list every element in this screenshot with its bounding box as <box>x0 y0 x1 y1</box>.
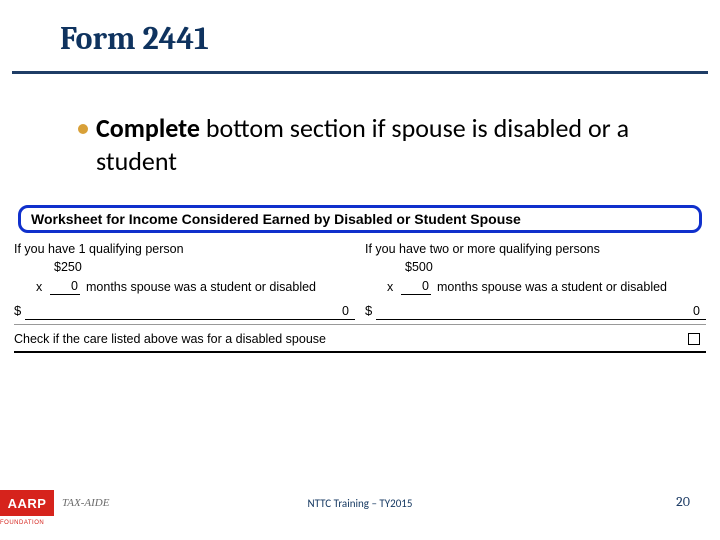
right-line3-rest: months spouse was a student or disabled <box>437 279 667 295</box>
check-text: Check if the care listed above was for a… <box>14 331 326 347</box>
worksheet-col-left: If you have 1 qualifying person $250 x 0… <box>14 241 355 295</box>
bullet-icon <box>78 124 88 134</box>
left-total: $ 0 <box>14 303 355 320</box>
bullet-strong: Complete <box>96 112 200 144</box>
footer-center-text: NTTC Training – TY2015 <box>308 497 413 510</box>
disabled-spouse-checkbox[interactable] <box>688 333 700 345</box>
right-amount: $500 <box>365 259 706 275</box>
left-line3-rest: months spouse was a student or disabled <box>86 279 316 295</box>
foundation-text: FOUNDATION <box>0 520 44 526</box>
aarp-logo: AARP FOUNDATION TAX-AIDE <box>0 490 109 516</box>
right-line1: If you have two or more qualifying perso… <box>365 241 706 257</box>
left-mult: x <box>36 279 50 295</box>
left-months-value: 0 <box>50 278 80 295</box>
slide-title: Form 2441 <box>0 20 720 71</box>
left-amount: $250 <box>14 259 355 275</box>
bullet-text: Complete bottom section if spouse is dis… <box>96 112 660 177</box>
thick-divider <box>14 351 706 353</box>
tax-aide-text: TAX-AIDE <box>62 497 109 509</box>
worksheet-heading-highlight: Worksheet for Income Considered Earned b… <box>18 205 702 233</box>
worksheet: Worksheet for Income Considered Earned b… <box>14 205 706 353</box>
right-total-value: 0 <box>376 303 706 320</box>
dollar-sign: $ <box>14 303 21 320</box>
page-number: 20 <box>676 493 690 510</box>
worksheet-col-right: If you have two or more qualifying perso… <box>365 241 706 295</box>
worksheet-heading: Worksheet for Income Considered Earned b… <box>31 211 689 227</box>
left-total-value: 0 <box>25 303 355 320</box>
right-months-value: 0 <box>401 278 431 295</box>
left-line1: If you have 1 qualifying person <box>14 241 355 257</box>
bullet-item: Complete bottom section if spouse is dis… <box>0 74 720 177</box>
dollar-sign: $ <box>365 303 372 320</box>
right-mult: x <box>387 279 401 295</box>
footer: AARP FOUNDATION TAX-AIDE NTTC Training –… <box>0 476 720 516</box>
aarp-box: AARP <box>0 490 54 516</box>
right-total: $ 0 <box>365 303 706 320</box>
